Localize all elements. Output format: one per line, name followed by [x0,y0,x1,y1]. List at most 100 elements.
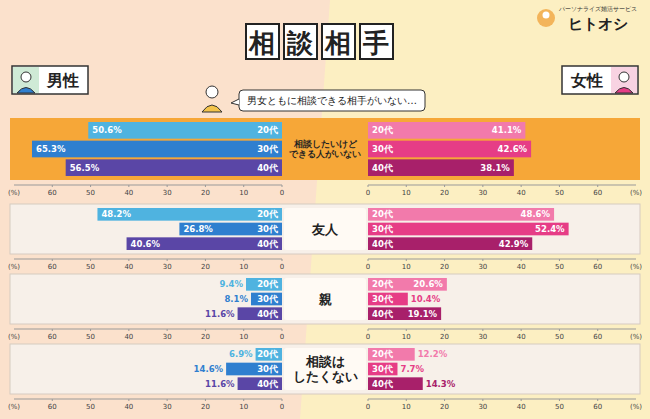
axis-label: (%) [630,333,642,341]
tick-label: 10 [402,189,411,197]
tick [282,329,283,331]
legend-label: 男性 [46,71,79,90]
bar [251,293,282,306]
category-label: 20代 [372,209,393,219]
category-label: 40代 [257,163,278,173]
axis-label: (%) [8,189,20,197]
tick-label: 50 [555,189,564,197]
tick [205,329,206,331]
bar [88,122,282,139]
legend-box [12,66,88,94]
bar [246,278,282,291]
axis: 00101020203030404050506060(%)(%) [8,399,642,411]
data-label: 41.1% [492,125,522,135]
category-label: 30代 [257,294,278,304]
category-label: 20代 [257,349,278,359]
tick [521,329,522,331]
panel: 友人20代48.2%30代26.8%40代40.6%20代48.6%30代52.… [8,204,642,271]
panel-title: 相談はしたくない [293,354,358,385]
labels: 20代50.6%30代65.3%40代56.5%20代41.1%30代42.6%… [36,125,528,172]
tick [90,399,91,401]
data-label: 52.4% [535,224,565,234]
panel-title: 友人 [311,222,339,237]
tick [521,259,522,261]
tick-label: 20 [440,263,449,271]
brand-logo [543,12,550,19]
tick-label: 60 [593,189,602,197]
tick-label: 30 [478,189,487,197]
tick-label: 60 [48,403,57,411]
tick [368,399,369,401]
bars [238,278,447,320]
tick-label: 20 [201,333,210,341]
bar [368,223,569,236]
bar [368,307,441,320]
category-label: 40代 [257,239,278,249]
tick-label: 60 [593,333,602,341]
tick [406,259,407,261]
category-label: 30代 [372,144,393,154]
tick-label: 60 [48,189,57,197]
tick-label: 20 [440,333,449,341]
data-label: 56.5% [70,163,100,173]
labels: 20代9.4%30代8.1%40代11.6%20代20.6%30代10.4%40… [205,279,443,318]
tick [482,185,483,187]
axis: 00101020203030404050506060(%)(%) [8,185,642,197]
axis-label: (%) [8,263,20,271]
bar [66,159,282,176]
panel-label-bg [284,122,366,176]
tick [243,259,244,261]
tick-label: 30 [478,333,487,341]
panel-label-bg [284,208,366,250]
axis-label: (%) [8,333,20,341]
tick [482,259,483,261]
tick-label: 20 [440,403,449,411]
tick [128,399,129,401]
tick [406,329,407,331]
panel-title-line: 相談したいけど [293,139,358,149]
category-label: 40代 [372,239,393,249]
tick-label: 20 [201,263,210,271]
data-label: 8.1% [224,294,248,304]
panel-label-bg [284,348,366,390]
panel-title: 親 [318,292,332,307]
tick-label: 40 [517,263,526,271]
legend-icon [611,67,637,93]
panel-title-line: したくない [293,369,358,384]
data-label: 6.9% [229,349,253,359]
speech-bubble [231,90,425,111]
axis-line [14,185,282,186]
bars [97,208,568,250]
speech-text: 男女ともに相談できる相手がいない… [247,95,417,106]
bar [368,122,525,139]
axis-label: (%) [8,403,20,411]
tick-label: 10 [239,263,248,271]
tick-label: 50 [86,263,95,271]
tick-label: 60 [593,403,602,411]
tick-label: 30 [163,189,172,197]
tick [90,329,91,331]
tick [521,399,522,401]
legend-box [562,66,638,94]
category-label: 40代 [257,379,278,389]
tick-label: 40 [124,403,133,411]
tick-label: 30 [478,263,487,271]
tick [52,259,53,261]
tick [167,329,168,331]
bar [368,363,397,376]
tick-label: 20 [201,403,210,411]
category-label: 20代 [372,279,393,289]
tick-label: 10 [402,333,411,341]
tick-label: 50 [555,263,564,271]
tick [482,329,483,331]
panel-title: 相談したいけどできる人がいない [289,139,361,159]
tick-label: 10 [239,189,248,197]
tick-label: 40 [517,403,526,411]
legend-label: 女性 [570,71,603,90]
axis-line [368,399,636,400]
bar [238,377,282,390]
tick [52,185,53,187]
tick [444,329,445,331]
axis-line [14,399,282,400]
data-label: 48.2% [101,209,131,219]
